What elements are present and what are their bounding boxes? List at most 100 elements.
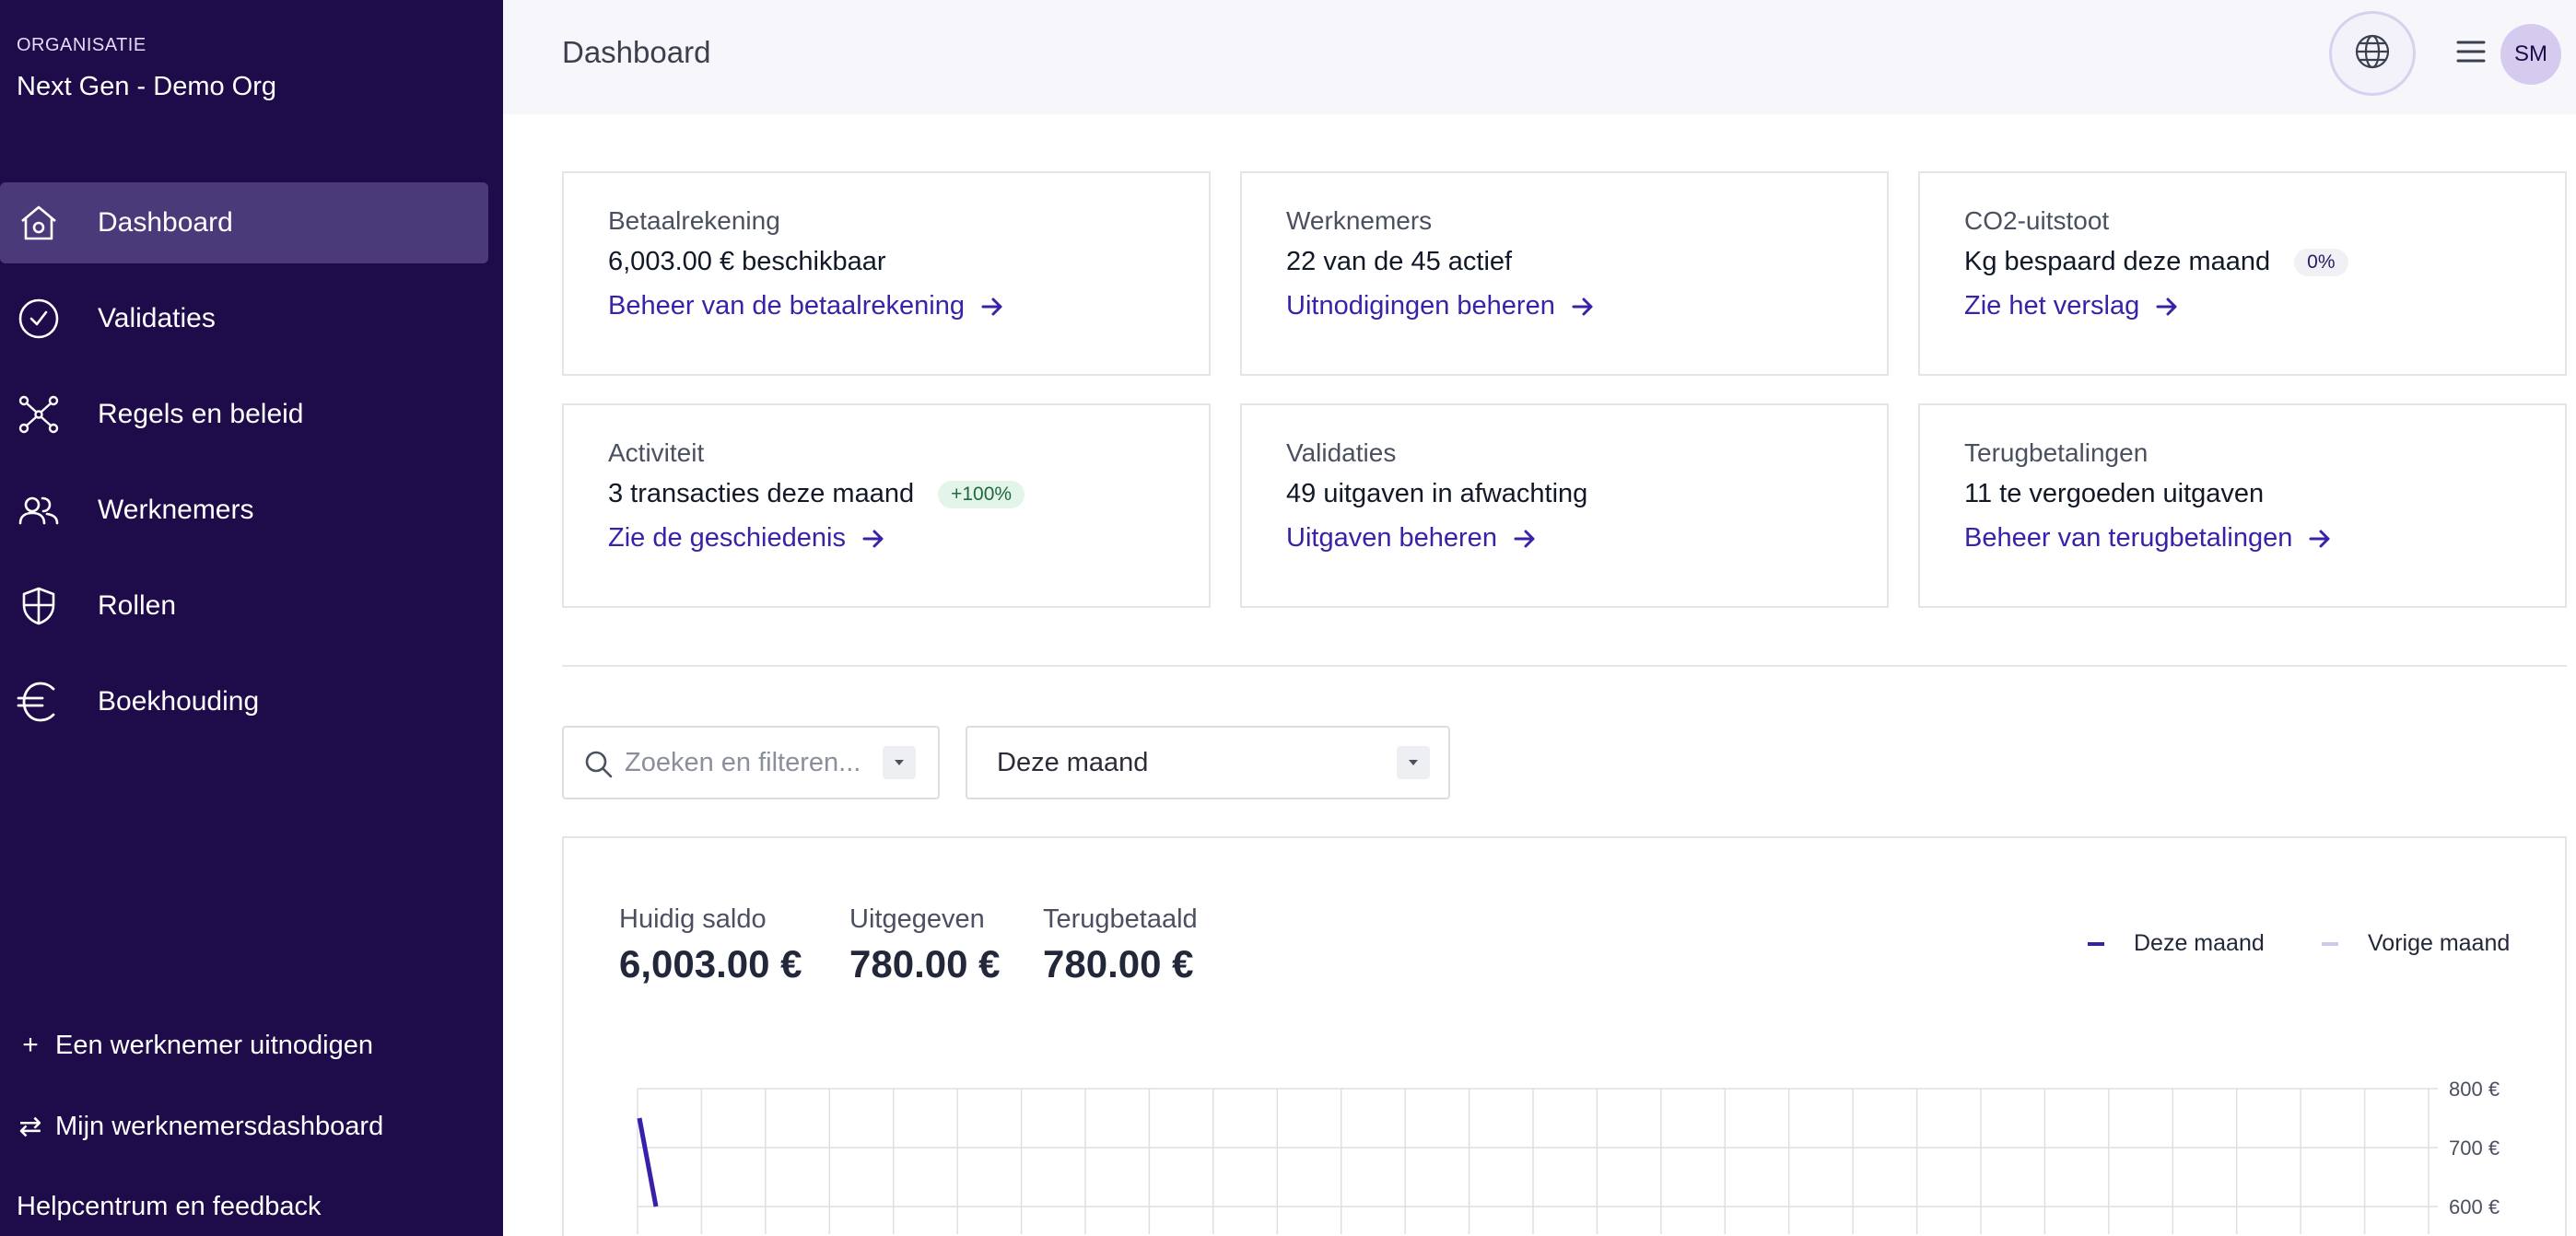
stat-label: Terugbetaald [1043, 904, 1198, 934]
top-header: Dashboard SM [503, 0, 2576, 114]
card-co2: CO2-uitstoot Kg bespaard deze maand 0% Z… [1918, 171, 2567, 376]
legend-current-month[interactable]: Deze maand [2088, 930, 2265, 957]
legend-previous-month[interactable]: Vorige maand [2322, 930, 2510, 957]
legend-swatch [2322, 941, 2338, 946]
sidebar-item-werknemers[interactable]: Werknemers [0, 470, 488, 551]
card-value: 22 van de 45 actief [1286, 247, 1512, 277]
card-value: 11 te vergoeden uitgaven [1964, 479, 2264, 509]
switch-icon: ⇄ [18, 1112, 42, 1142]
card-link-text: Zie het verslag [1964, 291, 2140, 321]
arrow-right-icon [1514, 529, 1536, 549]
card-value-text: Kg bespaard deze maand [1964, 247, 2271, 276]
stat-label: Huidig saldo [619, 904, 767, 934]
language-button[interactable] [2329, 11, 2416, 96]
card-value-text: 22 van de 45 actief [1286, 247, 1513, 276]
sidebar-item-label: Rollen [98, 590, 177, 621]
chevron-down-icon [1397, 746, 1430, 779]
home-icon [17, 201, 61, 245]
card-link[interactable]: Uitgaven beheren [1286, 523, 1536, 554]
legend-label: Deze maand [2134, 930, 2265, 956]
stat-label: Uitgegeven [849, 904, 985, 934]
search-input[interactable]: Zoeken en filteren... [562, 726, 940, 799]
series-line-current-month [637, 1117, 659, 1207]
hamburger-icon [2455, 39, 2487, 69]
card-validaties: Validaties 49 uitgaven in afwachting Uit… [1240, 403, 1889, 608]
shield-icon [17, 584, 61, 628]
card-title: Terugbetalingen [1964, 438, 2149, 467]
card-title: CO2-uitstoot [1964, 206, 2110, 235]
globe-icon [2354, 33, 2391, 75]
card-title: Werknemers [1286, 206, 1433, 235]
org-name[interactable]: Next Gen - Demo Org [17, 72, 277, 101]
change-badge: +100% [938, 480, 1025, 508]
card-value-text: 3 transacties deze maand [608, 479, 915, 508]
card-link-text: Beheer van de betaalrekening [608, 291, 965, 321]
stat-value: 780.00 € [849, 942, 1001, 985]
card-link-text: Uitgaven beheren [1286, 523, 1497, 553]
card-value: Kg bespaard deze maand 0% [1964, 247, 2348, 277]
sidebar-item-boekhouding[interactable]: Boekhouding [0, 661, 488, 742]
stat-reimbursed: Terugbetaald 780.00 € [1043, 904, 1198, 986]
stat-value: 6,003.00 € [619, 942, 802, 985]
card-value-text: 49 uitgaven in afwachting [1286, 479, 1588, 508]
card-link[interactable]: Zie het verslag [1964, 291, 2178, 321]
menu-button[interactable] [2447, 33, 2495, 74]
network-icon [17, 392, 61, 437]
sidebar-item-label: Validaties [98, 303, 216, 333]
card-value: 3 transacties deze maand +100% [608, 479, 1025, 509]
employee-dashboard-link[interactable]: ⇄ Mijn werknemersdashboard [17, 1111, 383, 1143]
search-placeholder: Zoeken en filteren... [625, 747, 861, 777]
employee-dashboard-label: Mijn werknemersdashboard [55, 1112, 384, 1141]
card-value: 49 uitgaven in afwachting [1286, 479, 1587, 509]
users-icon [17, 488, 61, 532]
sidebar-item-rollen[interactable]: Rollen [0, 566, 488, 647]
card-link-text: Uitnodigingen beheren [1286, 291, 1555, 321]
sidebar-item-validaties[interactable]: Validaties [0, 278, 488, 359]
sidebar-item-regels[interactable]: Regels en beleid [0, 374, 488, 455]
search-icon [584, 750, 614, 784]
y-tick-label: 700 € [2449, 1137, 2500, 1160]
period-select[interactable]: Deze maand [966, 726, 1450, 799]
org-label: ORGANISATIE [17, 35, 146, 55]
stat-spent: Uitgegeven 780.00 € [849, 904, 1001, 986]
y-tick-label: 800 € [2449, 1078, 2500, 1101]
card-link[interactable]: Beheer van terugbetalingen [1964, 523, 2331, 554]
stat-current-balance: Huidig saldo 6,003.00 € [619, 904, 802, 986]
invite-employee-label: Een werknemer uitnodigen [55, 1030, 373, 1060]
sidebar-item-label: Regels en beleid [98, 399, 304, 429]
legend-label: Vorige maand [2368, 930, 2511, 956]
invite-employee-link[interactable]: + Een werknemer uitnodigen [17, 1030, 373, 1061]
card-activiteit: Activiteit 3 transacties deze maand +100… [562, 403, 1211, 608]
arrow-right-icon [1572, 297, 1594, 317]
card-link[interactable]: Beheer van de betaalrekening [608, 291, 1003, 321]
section-divider [562, 665, 2567, 667]
sidebar-item-label: Dashboard [98, 207, 233, 238]
check-circle-icon [17, 297, 61, 341]
sidebar-item-label: Werknemers [98, 495, 254, 525]
avatar[interactable]: SM [2500, 24, 2561, 85]
arrow-right-icon [862, 529, 884, 549]
page-title: Dashboard [562, 35, 711, 69]
card-link[interactable]: Uitnodigingen beheren [1286, 291, 1594, 321]
line-chart: 800 € 700 € 600 € [637, 1078, 2500, 1234]
card-link-text: Beheer van terugbetalingen [1964, 523, 2293, 553]
arrow-right-icon [2156, 297, 2178, 317]
period-value: Deze maand [997, 748, 1149, 777]
help-center-link[interactable]: Helpcentrum en feedback [17, 1192, 321, 1222]
stat-value: 780.00 € [1043, 942, 1194, 985]
euro-icon [17, 680, 61, 724]
sidebar: ORGANISATIE Next Gen - Demo Org Dashboar… [0, 0, 503, 1236]
card-title: Betaalrekening [608, 206, 780, 235]
plus-icon: + [22, 1030, 39, 1060]
card-value-text: 11 te vergoeden uitgaven [1964, 479, 2265, 508]
card-link[interactable]: Zie de geschiedenis [608, 523, 884, 554]
chevron-down-icon[interactable] [883, 746, 916, 779]
sidebar-item-label: Boekhouding [98, 686, 260, 717]
card-title: Activiteit [608, 438, 705, 467]
change-badge: 0% [2294, 248, 2348, 276]
balance-chart-panel: Huidig saldo 6,003.00 € Uitgegeven 780.0… [562, 836, 2567, 1236]
card-value-text: 6,003.00 € beschikbaar [608, 247, 886, 276]
sidebar-item-dashboard[interactable]: Dashboard [0, 182, 488, 263]
arrow-right-icon [2309, 529, 2331, 549]
card-value: 6,003.00 € beschikbaar [608, 247, 886, 277]
